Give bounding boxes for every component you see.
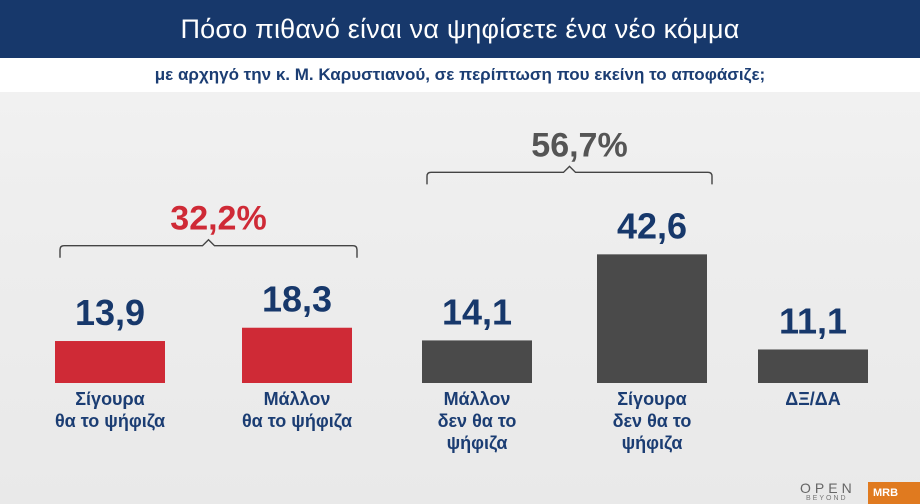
- pollster-logo: MRB: [868, 482, 920, 504]
- value-label-3: 42,6: [617, 205, 687, 246]
- bar-0: [55, 341, 165, 383]
- chart-title: Πόσο πιθανό είναι να ψηφίσετε ένα νέο κό…: [180, 13, 740, 44]
- category-label-1-0: Μάλλον: [264, 389, 331, 409]
- category-label-2-2: ψήφιζα: [447, 433, 508, 454]
- chart-subtitle: με αρχηγό την κ. Μ. Καρυστιανού, σε περί…: [154, 65, 766, 84]
- value-label-0: 13,9: [75, 292, 145, 333]
- category-label-0-1: θα το ψήφιζα: [55, 411, 165, 432]
- group-bracket-0: [59, 238, 358, 258]
- channel-logo: OPEN: [800, 480, 856, 496]
- bar-3: [597, 254, 707, 383]
- channel-logo-subtext: BEYOND: [806, 495, 848, 502]
- bar-4: [758, 349, 868, 383]
- category-label-3-1: δεν θα το: [613, 411, 692, 431]
- bar-1: [242, 327, 352, 383]
- value-label-2: 14,1: [442, 291, 512, 332]
- category-label-3-2: ψήφιζα: [622, 433, 683, 454]
- category-label-2-0: Μάλλον: [444, 389, 511, 409]
- category-label-0-0: Σίγουρα: [75, 389, 145, 409]
- category-label-1-1: θα το ψήφιζα: [242, 411, 352, 432]
- title-bar: Πόσο πιθανό είναι να ψηφίσετε ένα νέο κό…: [0, 0, 920, 58]
- category-label-2-1: δεν θα το: [438, 411, 517, 431]
- category-label-4-0: ΔΞ/ΔΑ: [785, 389, 840, 409]
- group-total-label-1: 56,7%: [531, 126, 627, 164]
- value-label-1: 18,3: [262, 279, 332, 320]
- category-label-3-0: Σίγουρα: [617, 389, 687, 409]
- subtitle-bar: με αρχηγό την κ. Μ. Καρυστιανού, σε περί…: [0, 58, 920, 92]
- value-label-4: 11,1: [779, 300, 847, 341]
- group-total-label-0: 32,2%: [170, 200, 266, 238]
- group-bracket-1: [426, 165, 713, 185]
- bar-2: [422, 340, 532, 383]
